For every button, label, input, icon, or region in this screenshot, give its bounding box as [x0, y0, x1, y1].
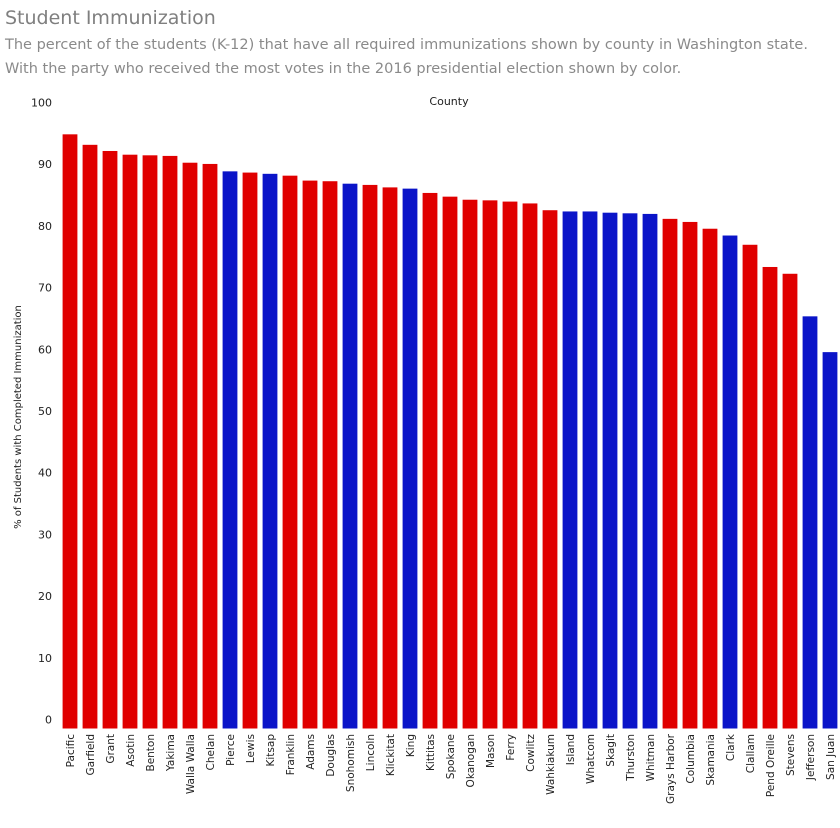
x-tick-label: Kitsap: [265, 734, 277, 767]
y-axis-ticks: 0 10 20 30 40 50 60 70 80 90 100: [31, 97, 52, 727]
bar-mason: [482, 200, 498, 729]
bar-lewis: [242, 172, 258, 729]
y-tick-label: 90: [38, 158, 52, 171]
x-tick-label: Grays Harbor: [665, 733, 677, 804]
x-tick-label: Benton: [145, 734, 157, 772]
x-tick-label: Wahkiakum: [545, 734, 557, 795]
x-tick-label: Okanogan: [465, 734, 477, 787]
bar-grant: [102, 150, 118, 729]
x-tick-label: Yakima: [165, 734, 177, 772]
bar-pierce: [222, 171, 238, 729]
bar-columbia: [682, 221, 698, 729]
bar-ferry: [502, 201, 518, 729]
x-axis-title: County: [429, 95, 469, 108]
chart-subtitle-line-2: With the party who received the most vot…: [5, 61, 682, 77]
bar-kitsap: [262, 173, 278, 729]
x-tick-label: Island: [565, 734, 577, 765]
x-tick-label: Snohomish: [345, 734, 357, 792]
x-tick-label: San Juan: [825, 734, 837, 780]
x-tick-label: Garfield: [85, 734, 97, 776]
y-tick-label: 0: [45, 714, 52, 727]
bar-pend-oreille: [762, 266, 778, 729]
x-tick-label: Franklin: [285, 734, 297, 775]
bar-whatcom: [582, 211, 598, 729]
x-tick-label: Clallam: [745, 734, 757, 773]
y-tick-label: 30: [38, 528, 52, 541]
bar-whitman: [642, 213, 658, 729]
bar-spokane: [442, 196, 458, 729]
bars: [62, 134, 838, 729]
x-tick-label: Pierce: [225, 734, 237, 766]
bar-san-juan: [822, 352, 838, 729]
bar-asotin: [122, 154, 138, 729]
bar-jefferson: [802, 316, 818, 729]
y-tick-label: 60: [38, 343, 52, 356]
y-tick-label: 40: [38, 467, 52, 480]
bar-thurston: [622, 213, 638, 729]
x-tick-label: Adams: [305, 734, 317, 770]
x-tick-label: Lincoln: [365, 734, 377, 771]
x-tick-label: Chelan: [205, 734, 217, 770]
x-tick-label: Clark: [725, 733, 737, 761]
x-tick-label: Jefferson: [805, 734, 817, 781]
x-tick-label: Skagit: [605, 734, 617, 767]
y-tick-label: 10: [38, 652, 52, 665]
bar-walla-walla: [182, 162, 198, 729]
x-tick-label: Douglas: [325, 734, 337, 777]
y-tick-label: 70: [38, 282, 52, 295]
x-tick-label: Thurston: [625, 734, 637, 782]
bar-yakima: [162, 155, 178, 729]
y-tick-label: 20: [38, 590, 52, 603]
x-tick-label: Pend Oreille: [765, 734, 777, 797]
y-tick-label: 100: [31, 97, 52, 110]
x-tick-label: Kittitas: [425, 734, 437, 771]
x-tick-label: Skamania: [705, 734, 717, 786]
x-tick-label: Ferry: [505, 734, 517, 761]
bar-chelan: [202, 163, 218, 729]
bar-wahkiakum: [542, 210, 558, 729]
x-axis-labels: Pacific Garfield Grant Asotin Benton Yakima Wa…: [65, 733, 837, 804]
bar-adams: [302, 180, 318, 729]
bar-grays-harbor: [662, 218, 678, 729]
x-tick-label: Columbia: [685, 734, 697, 784]
bar-douglas: [322, 181, 338, 729]
chart-subtitle-line-1: The percent of the students (K-12) that …: [5, 37, 808, 53]
bar-king: [402, 188, 418, 729]
bar-benton: [142, 155, 158, 729]
x-tick-label: Pacific: [65, 734, 77, 768]
x-tick-label: Spokane: [445, 734, 457, 779]
y-axis-title: % of Students with Completed Immunizatio…: [13, 305, 24, 529]
x-tick-label: Klickitat: [385, 734, 397, 776]
bar-snohomish: [342, 183, 358, 729]
bar-skagit: [602, 212, 618, 729]
x-tick-label: King: [405, 734, 417, 757]
bar-franklin: [282, 175, 298, 729]
bar-island: [562, 211, 578, 729]
bar-cowlitz: [522, 203, 538, 729]
x-tick-label: Cowlitz: [525, 734, 537, 772]
bar-stevens: [782, 273, 798, 729]
y-tick-label: 80: [38, 220, 52, 233]
x-tick-label: Asotin: [125, 734, 137, 767]
bar-pacific: [62, 134, 78, 729]
x-tick-label: Whitman: [645, 734, 657, 781]
bar-lincoln: [362, 184, 378, 729]
chart-title: Student Immunization: [5, 7, 216, 29]
bar-klickitat: [382, 187, 398, 729]
bar-okanogan: [462, 199, 478, 729]
y-tick-label: 50: [38, 405, 52, 418]
bar-garfield: [82, 144, 98, 729]
bar-clark: [722, 235, 738, 729]
bar-clallam: [742, 244, 758, 729]
x-tick-label: Grant: [105, 734, 117, 764]
x-tick-label: Stevens: [785, 734, 797, 776]
bar-kittitas: [422, 192, 438, 729]
x-tick-label: Lewis: [245, 734, 257, 763]
x-tick-label: Whatcom: [585, 734, 597, 784]
bar-skamania: [702, 228, 718, 729]
x-tick-label: Mason: [485, 734, 497, 768]
x-tick-label: Walla Walla: [185, 734, 197, 794]
